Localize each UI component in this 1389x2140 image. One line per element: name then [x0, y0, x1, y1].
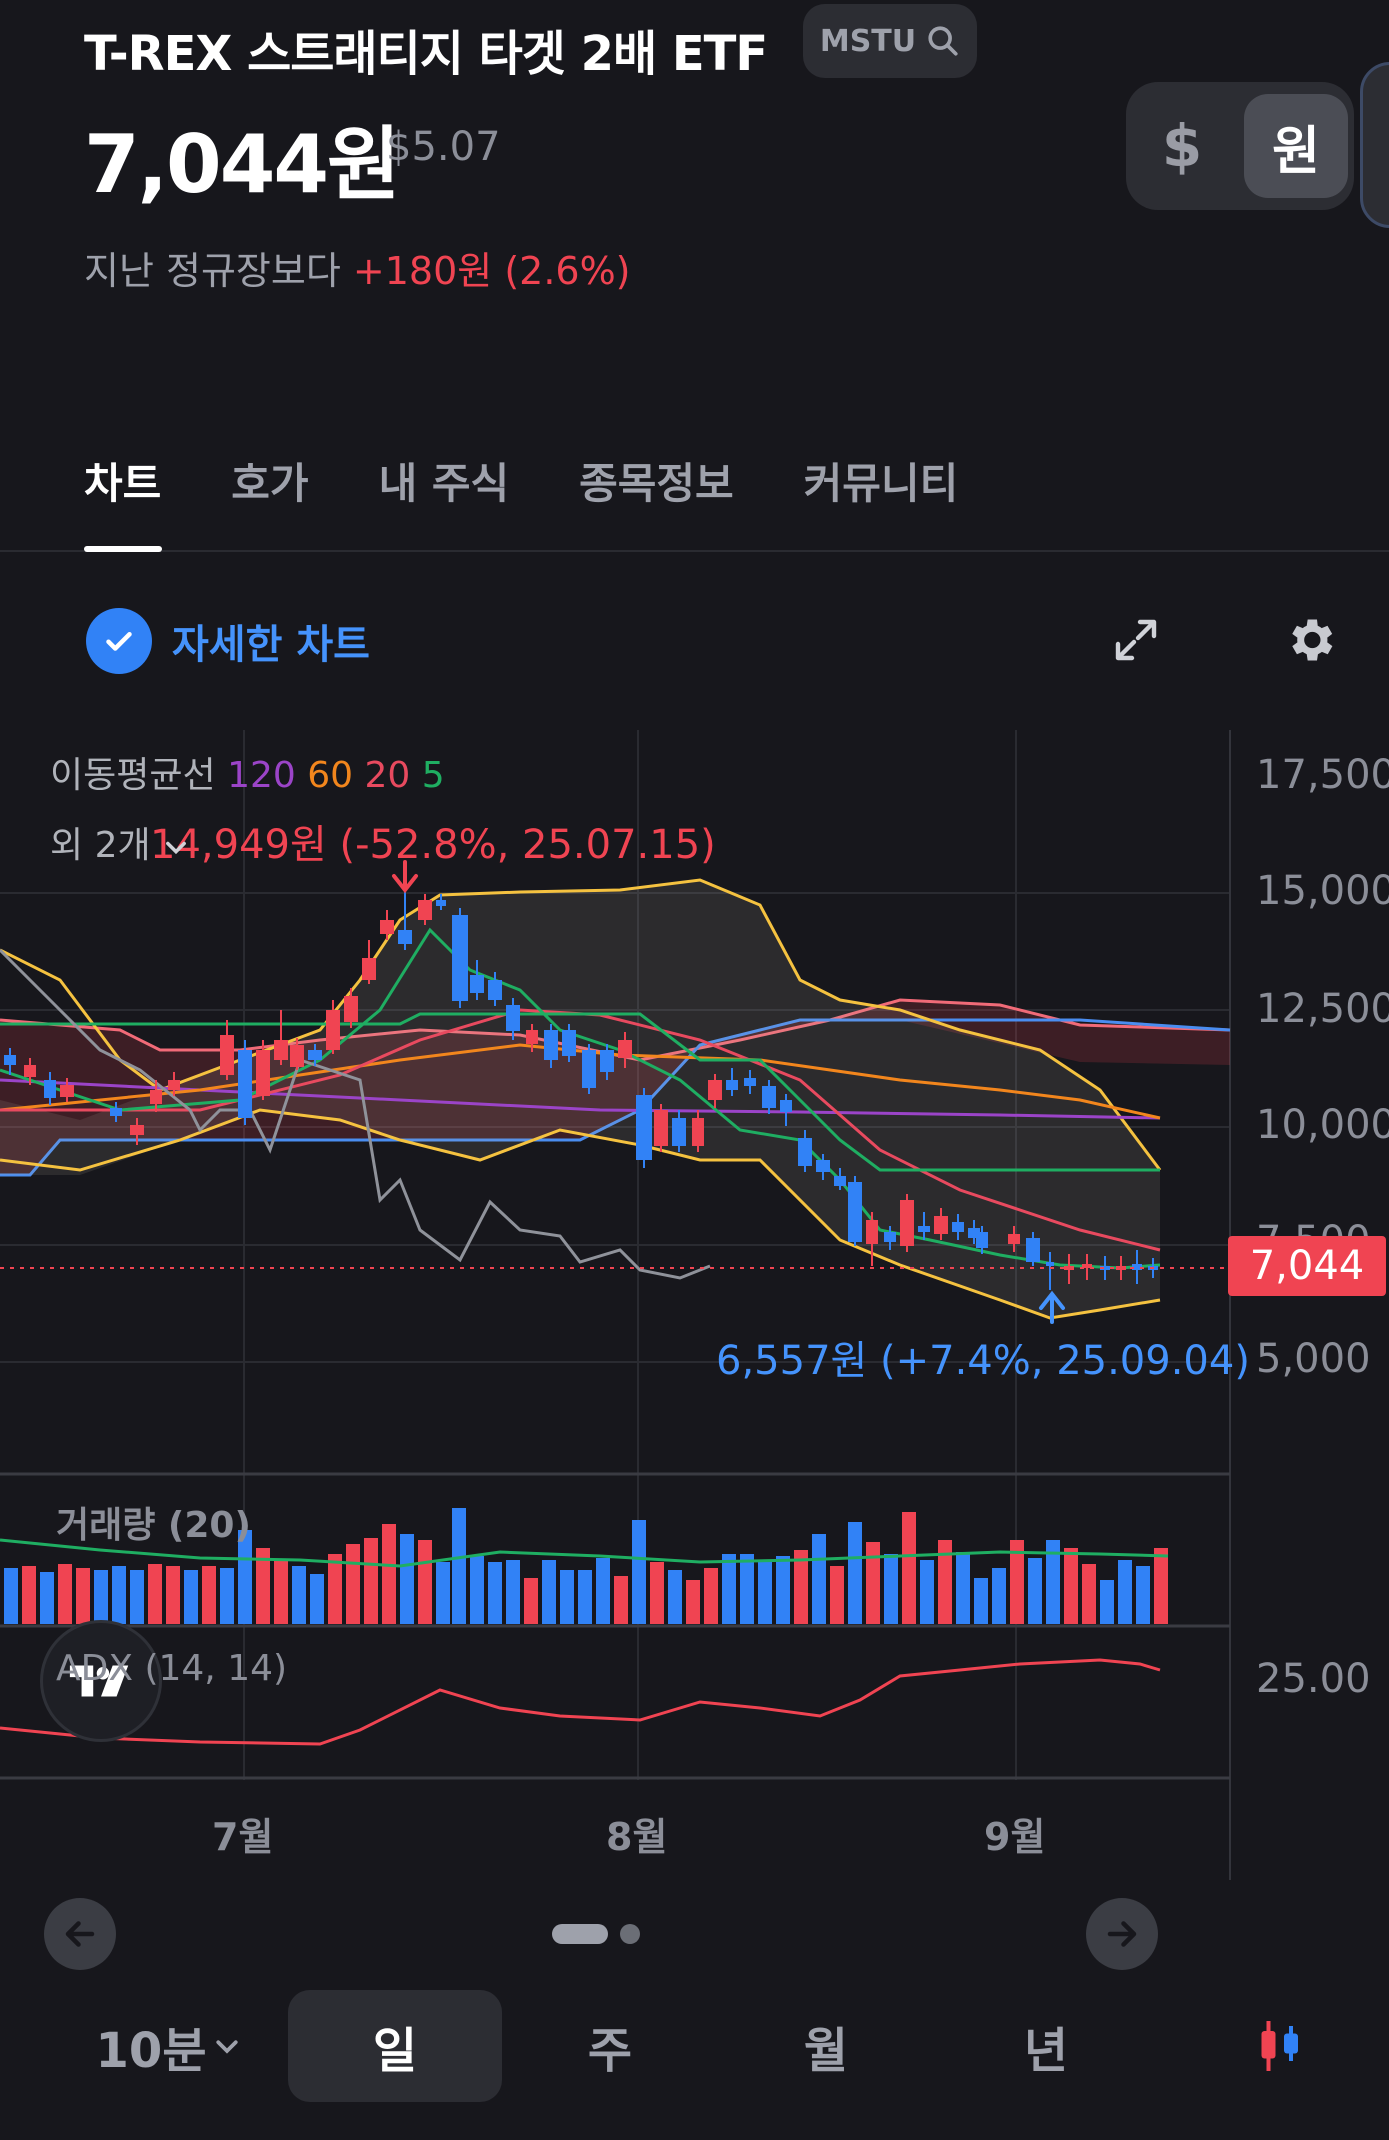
ma-60-line [0, 1043, 1161, 1120]
period-day[interactable]: 일 [288, 1990, 502, 2102]
lagging-span [0, 948, 711, 1280]
candles [4, 890, 1158, 1290]
tab-bar: 차트 호가 내 주식 종목정보 커뮤니티 [84, 450, 1028, 511]
high-marker-arrow [392, 860, 418, 894]
tab-orderbook[interactable]: 호가 [231, 459, 309, 508]
price-krw: 7,044원 [84, 118, 401, 211]
ma-20: 20 [364, 755, 411, 796]
chevron-down-icon [166, 841, 186, 855]
currency-dollar-option[interactable]: $ [1161, 112, 1203, 180]
ma-60: 60 [307, 755, 354, 796]
ma-5-line [0, 927, 1161, 1270]
low-price-annotation: 6,557원 (+7.4%, 25.09.04) [716, 1338, 1250, 1384]
tab-stock-info[interactable]: 종목정보 [579, 459, 734, 508]
ticker-search-button[interactable]: MSTU [803, 4, 977, 78]
price-usd: $5.07 [386, 124, 501, 170]
current-price-tag: 7,044 [1228, 1236, 1386, 1296]
adx-line [0, 1658, 1161, 1746]
tab-my-stock[interactable]: 내 주식 [378, 459, 510, 508]
y-tick: 10,000 [1256, 1102, 1389, 1148]
period-year[interactable]: 년 [1023, 2023, 1069, 2079]
page-dot [620, 1924, 640, 1944]
stock-title: T-REX 스트래티지 타겟 2배 ETF [84, 26, 768, 82]
currency-toggle[interactable]: $ 원 [1126, 82, 1354, 210]
change-value: +180원 (2.6%) [352, 249, 631, 293]
price-chart[interactable] [0, 720, 1389, 1890]
period-10min[interactable]: 10분 [84, 1990, 254, 2102]
period-week[interactable]: 주 [587, 2023, 633, 2079]
ma-20-line [0, 1008, 1161, 1252]
ma-120: 120 [227, 755, 296, 796]
adx-label: ADX (14, 14) [56, 1648, 288, 1689]
change-prefix: 지난 정규장보다 [84, 249, 341, 293]
chart-type-button[interactable] [1226, 1990, 1336, 2102]
low-marker-arrow [1039, 1290, 1065, 1324]
kijun-line [0, 1012, 1160, 1172]
ichimoku-cloud [0, 1000, 1230, 1175]
ma-legend[interactable]: 이동평균선 120 60 20 5 [50, 746, 445, 798]
x-tick-september: 9월 [984, 1815, 1046, 1859]
arrow-right-icon [1107, 1921, 1137, 1947]
ma-5: 5 [421, 755, 445, 796]
tabs-divider [0, 550, 1389, 552]
tab-community[interactable]: 커뮤니티 [803, 459, 959, 508]
expand-icon[interactable] [1112, 616, 1160, 664]
side-panel-button[interactable] [1360, 62, 1389, 228]
active-tab-indicator [84, 546, 162, 552]
y-tick: 17,500 [1256, 752, 1389, 798]
gear-icon[interactable] [1282, 612, 1338, 668]
candlestick-icon [1261, 2021, 1298, 2071]
check-icon [106, 632, 132, 651]
period-month[interactable]: 월 [803, 2023, 849, 2079]
others-label: 외 2개 [50, 825, 151, 866]
ticker-label: MSTU [819, 23, 917, 59]
tab-chart[interactable]: 차트 [84, 459, 162, 508]
volume-label: 거래량 (20) [56, 1505, 251, 1546]
volume-ma-line [0, 1538, 1169, 1568]
search-icon [928, 26, 958, 56]
chart-prev-button[interactable] [44, 1898, 116, 1970]
other-indicators-dropdown[interactable]: 외 2개 [50, 816, 190, 868]
adx-tick: 25.00 [1256, 1656, 1371, 1702]
page-indicator [552, 1924, 640, 1944]
currency-won-option[interactable]: 원 [1244, 94, 1348, 198]
high-price-annotation: 14,949원 (-52.8%, 25.07.15) [150, 822, 716, 868]
y-tick: 5,000 [1256, 1336, 1371, 1382]
tradingview-logo[interactable] [40, 1620, 162, 1742]
ma-prefix: 이동평균선 [50, 755, 216, 796]
y-tick: 12,500 [1256, 986, 1389, 1032]
detail-chart-label[interactable]: 자세한 차트 [172, 622, 370, 668]
arrow-left-icon [65, 1921, 95, 1947]
volume-bars [4, 1508, 1168, 1624]
price-change: 지난 정규장보다 +180원 (2.6%) [84, 240, 631, 295]
page-dot-active [552, 1924, 608, 1944]
period-selector: 10분 일 주 월 년 [0, 1990, 1389, 2110]
chart-next-button[interactable] [1086, 1898, 1158, 1970]
tradingview-logo-icon [69, 1665, 129, 1697]
bollinger-fill [0, 880, 1160, 1318]
y-tick: 15,000 [1256, 868, 1389, 914]
senkou-b-line [0, 1018, 1231, 1177]
period-10min-label: 10분 [95, 2023, 207, 2079]
x-tick-august: 8월 [606, 1815, 668, 1859]
senkou-a-line [0, 998, 1231, 1062]
chevron-down-icon [216, 2040, 239, 2054]
x-tick-july: 7월 [212, 1815, 274, 1859]
detail-chart-checkbox[interactable] [86, 608, 152, 674]
